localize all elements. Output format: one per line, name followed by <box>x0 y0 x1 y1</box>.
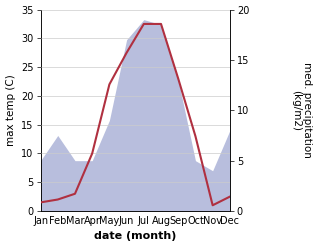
X-axis label: date (month): date (month) <box>94 231 176 242</box>
Y-axis label: max temp (C): max temp (C) <box>5 74 16 146</box>
Y-axis label: med. precipitation
(kg/m2): med. precipitation (kg/m2) <box>291 62 313 158</box>
